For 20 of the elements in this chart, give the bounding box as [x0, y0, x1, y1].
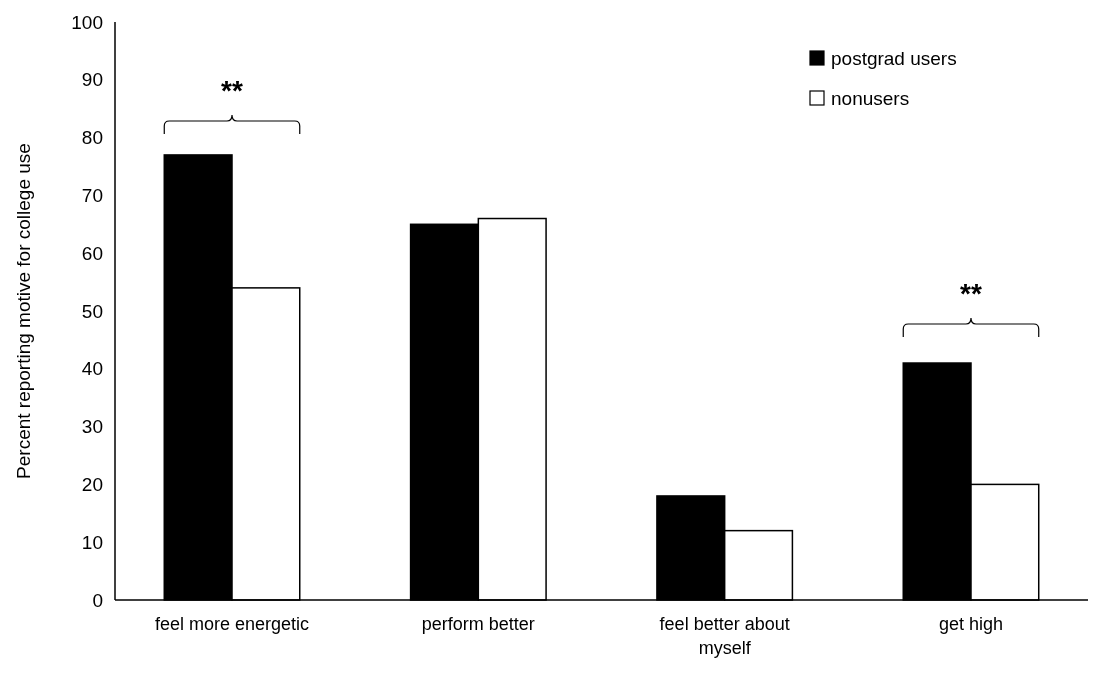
- y-tick-label: 80: [81, 127, 103, 149]
- y-tick-label: 40: [81, 358, 103, 380]
- annotation: **: [960, 277, 982, 309]
- x-tick-label: feel more energetic: [154, 614, 310, 634]
- annotation: **: [221, 74, 243, 106]
- y-tick-label: 20: [81, 474, 103, 496]
- y-tick-label: 0: [92, 589, 103, 611]
- legend-label: nonusers: [831, 87, 910, 109]
- y-tick-label: 100: [71, 11, 103, 33]
- x-tick-label: get high: [938, 614, 1004, 634]
- y-tick-label: 10: [81, 531, 103, 553]
- x-tick-label: feel better about myself: [659, 614, 790, 658]
- y-tick-label: 50: [81, 300, 103, 322]
- y-tick-label: 30: [81, 416, 103, 438]
- legend-label: postgrad users: [831, 47, 957, 69]
- y-tick-label: 90: [81, 69, 103, 91]
- y-tick-label: 70: [81, 185, 103, 207]
- y-axis-title: Percent reporting motive for college use: [13, 143, 34, 479]
- x-tick-label: perform better: [421, 614, 535, 634]
- y-tick-label: 60: [81, 242, 103, 264]
